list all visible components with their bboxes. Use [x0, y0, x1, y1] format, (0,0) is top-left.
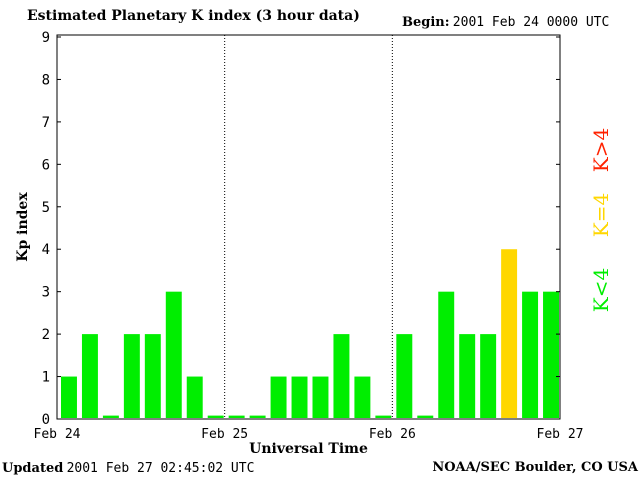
y-tick-label: 8	[42, 72, 50, 88]
kp-bar	[186, 376, 203, 418]
kp-bar	[165, 291, 182, 418]
y-tick-label: 6	[42, 157, 50, 173]
kp-bar	[102, 415, 119, 418]
y-tick-label: 9	[42, 30, 50, 46]
kp-bar	[396, 334, 413, 418]
footer-org: NOAA/SEC Boulder, CO USA	[432, 460, 638, 475]
x-day-label: Feb 24	[34, 427, 81, 442]
kp-bar	[375, 415, 392, 418]
kp-bar	[480, 334, 497, 418]
legend-item: K=4	[589, 193, 613, 237]
kp-bar	[438, 291, 455, 418]
legend-item: K<4	[589, 268, 613, 312]
kp-bar	[417, 415, 434, 418]
kp-bar	[249, 415, 266, 418]
chart-title: Estimated Planetary K index (3 hour data…	[27, 8, 360, 24]
x-day-label: Feb 25	[201, 427, 248, 442]
begin-label: Begin:	[402, 15, 450, 30]
legend-item: K>4	[589, 128, 613, 172]
kp-bar	[501, 249, 518, 418]
y-tick-label: 5	[42, 200, 50, 216]
begin-info: Begin: 2001 Feb 24 0000 UTC	[402, 14, 609, 30]
y-tick-label: 0	[42, 412, 50, 428]
y-tick-label: 7	[42, 115, 50, 131]
y-tick-label: 4	[42, 242, 50, 258]
x-day-label: Feb 26	[369, 427, 416, 442]
kp-bar	[123, 334, 140, 418]
y-axis-title: Kp index	[15, 192, 31, 262]
kp-bar	[291, 376, 308, 418]
kp-chart: 0 1 2 3 4 5 6 7 8 9 Feb 24 Feb 25 Feb 26 Feb 27 Univer…	[15, 30, 613, 457]
updated-label: Updated	[2, 461, 64, 476]
kp-bar	[459, 334, 476, 418]
kp-bar	[228, 415, 245, 418]
y-tick-label: 3	[42, 285, 50, 301]
plot-frame	[56, 34, 561, 420]
kp-bar	[543, 291, 559, 418]
x-day-label: Feb 27	[537, 427, 584, 442]
kp-bar	[81, 334, 98, 418]
kp-bar	[207, 415, 224, 418]
kp-bar	[522, 291, 539, 418]
kp-bar	[61, 376, 77, 418]
x-axis-title: Universal Time	[249, 441, 368, 457]
kp-bar	[312, 376, 329, 418]
y-tick-label: 1	[42, 370, 50, 386]
kp-bar	[270, 376, 287, 418]
updated-value: 2001 Feb 27 02:45:02 UTC	[66, 461, 255, 476]
updated-info: Updated 2001 Feb 27 02:45:02 UTC	[2, 460, 254, 476]
kp-bar	[354, 376, 371, 418]
begin-value: 2001 Feb 24 0000 UTC	[452, 15, 610, 30]
y-tick-label: 2	[42, 327, 50, 343]
kp-bar	[144, 334, 161, 418]
kp-bar	[333, 334, 350, 418]
